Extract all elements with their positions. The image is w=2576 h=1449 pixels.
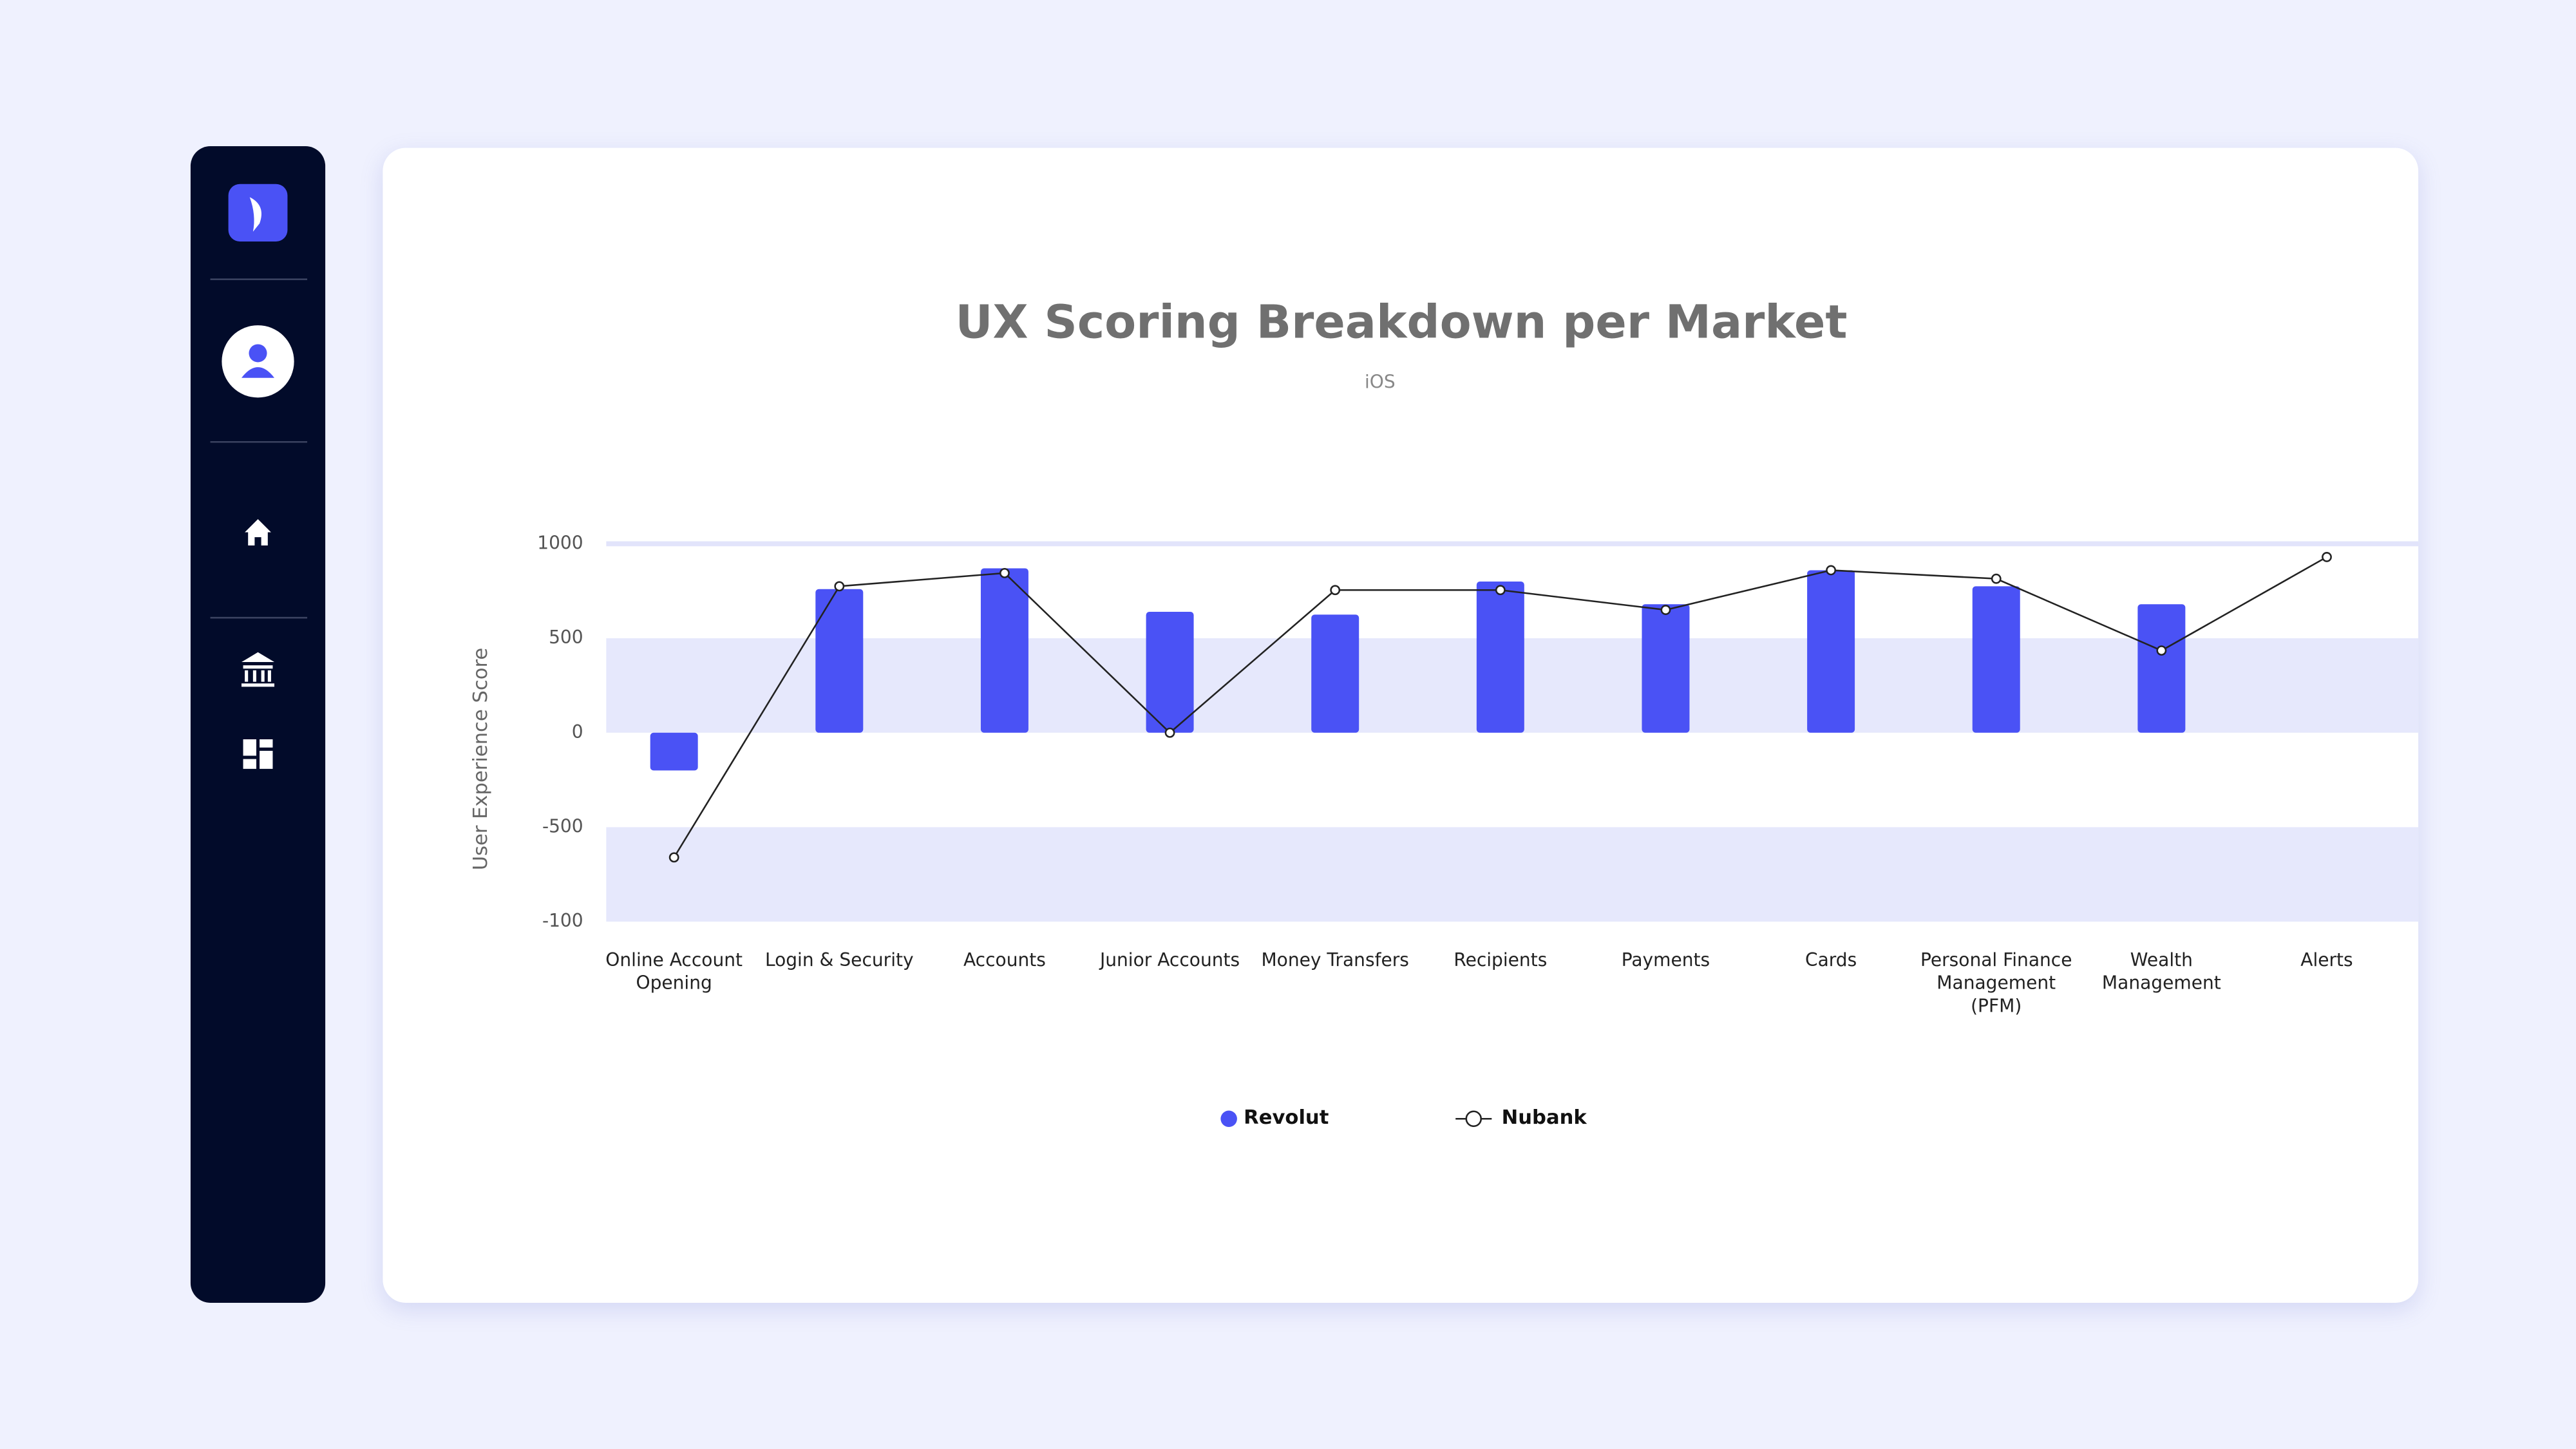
bar xyxy=(1807,570,1855,733)
point-marker xyxy=(2156,645,2167,656)
point-marker xyxy=(1826,565,1837,576)
legend-swatch xyxy=(1465,1110,1482,1127)
bar xyxy=(1642,604,1690,733)
y-tick-label: 0 xyxy=(572,721,583,743)
point-marker xyxy=(1991,573,2002,584)
home-icon[interactable] xyxy=(245,519,271,545)
bar xyxy=(980,568,1028,733)
logo-mark xyxy=(249,197,261,232)
point-marker xyxy=(1495,585,1506,596)
chart-title: UX Scoring Breakdown per Market xyxy=(956,296,1848,349)
bar xyxy=(2137,604,2186,733)
y-tick-label: 500 xyxy=(549,627,583,648)
y-tick-label: -100 xyxy=(542,910,583,931)
y-axis-title: User Experience Score xyxy=(469,648,492,871)
point-marker xyxy=(1330,585,1341,596)
point-marker xyxy=(834,581,845,592)
bar xyxy=(815,589,864,733)
x-tick-label: Online Account Opening xyxy=(605,949,743,994)
x-tick-label: Alerts xyxy=(2300,949,2353,971)
legend-label: Revolut xyxy=(1244,1105,1329,1129)
x-tick-label: Recipients xyxy=(1454,949,1548,971)
bar xyxy=(1311,614,1359,733)
bar xyxy=(650,732,698,771)
legend-swatch xyxy=(1220,1110,1237,1127)
avatar-head xyxy=(249,344,267,363)
point-marker xyxy=(999,567,1010,578)
sidebar-icons xyxy=(210,184,308,769)
bar xyxy=(1476,582,1524,733)
y-tick-label: 1000 xyxy=(537,532,583,553)
bar xyxy=(1146,611,1194,733)
x-tick-label: Wealth Management xyxy=(2101,949,2221,994)
legend-label: Nubank xyxy=(1501,1105,1587,1129)
chart-subtitle: iOS xyxy=(1365,371,1396,392)
x-tick-label: Payments xyxy=(1621,949,1710,971)
x-tick-label: Login & Security xyxy=(764,949,914,971)
bank-icon[interactable] xyxy=(241,652,275,687)
x-tick-label: Junior Accounts xyxy=(1099,949,1240,971)
dashboard-icon[interactable] xyxy=(243,739,273,769)
x-tick-label: Personal Finance Management (PFM) xyxy=(1920,949,2072,1018)
sidebar xyxy=(190,146,326,1303)
point-marker xyxy=(2322,552,2332,562)
plot-band xyxy=(606,827,2419,922)
bar xyxy=(1972,586,2020,733)
point-marker xyxy=(668,852,679,863)
x-tick-label: Money Transfers xyxy=(1261,949,1409,971)
point-marker xyxy=(1164,727,1175,738)
point-marker xyxy=(1660,605,1671,615)
avatar-body xyxy=(241,367,275,378)
x-tick-label: Accounts xyxy=(963,949,1046,971)
y-tick-label: -500 xyxy=(542,815,583,837)
x-tick-label: Cards xyxy=(1804,949,1857,971)
